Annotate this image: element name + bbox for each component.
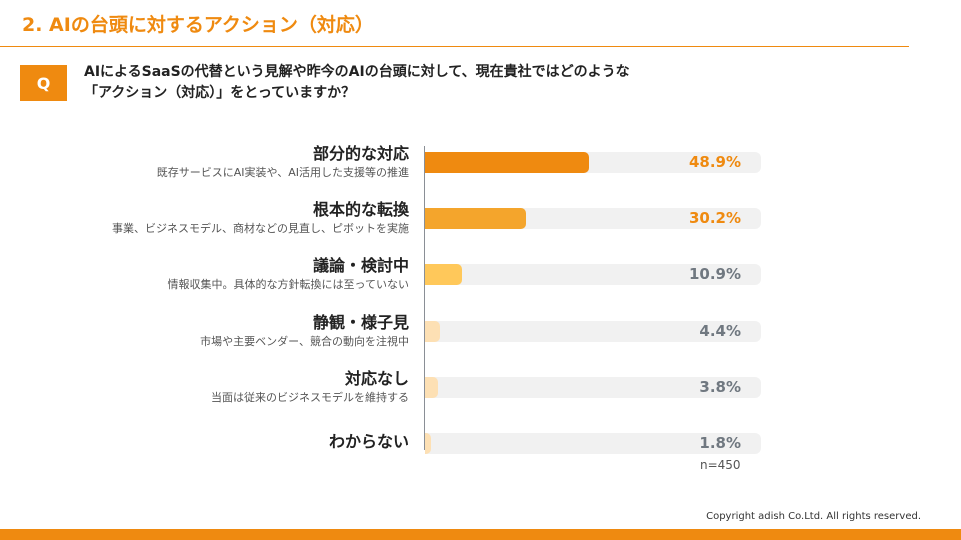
- slide-title: 2. AIの台頭に対するアクション（対応）: [22, 14, 374, 36]
- category-label: 静観・様子見市場や主要ベンダー、競合の動向を注視中: [9, 313, 409, 350]
- question-line-2: 「アクション（対応）」をとっていますか？: [84, 85, 356, 101]
- question-text: AIによるSaaSの代替という見解や昨今のAIの台頭に対して、現在貴社ではどのよ…: [84, 62, 784, 104]
- category-description: 事業、ビジネスモデル、商材などの見直し、ピボットを実施: [112, 222, 409, 235]
- bar-track: 4.4%: [425, 321, 761, 342]
- category-description: 当面は従来のビジネスモデルを維持する: [211, 391, 409, 404]
- bar-track: 1.8%: [425, 433, 761, 454]
- category-name: 対応なし: [344, 369, 409, 388]
- bar: [425, 264, 462, 285]
- category-name: 静観・様子見: [312, 313, 409, 332]
- bar-track: 3.8%: [425, 377, 761, 398]
- title-divider: [0, 46, 909, 47]
- category-label: わからない: [9, 432, 409, 452]
- bar-value-label: 1.8%: [699, 434, 741, 452]
- question-badge: Q: [20, 65, 67, 101]
- bar: [425, 321, 440, 342]
- bar-value-label: 3.8%: [699, 378, 741, 396]
- bar-value-label: 10.9%: [688, 265, 741, 283]
- footer-band: [0, 529, 961, 540]
- copyright-text: Copyright adish Co.Ltd. All rights reser…: [706, 511, 921, 522]
- question-line-1: AIによるSaaSの代替という見解や昨今のAIの台頭に対して、現在貴社ではどのよ…: [84, 64, 630, 80]
- category-label: 部分的な対応既存サービスにAI実装や、AI活用した支援等の推進: [9, 144, 409, 181]
- sample-size-label: n=450: [700, 458, 741, 472]
- category-name: 根本的な転換: [312, 200, 409, 219]
- bar-value-label: 4.4%: [699, 322, 741, 340]
- category-label: 対応なし当面は従来のビジネスモデルを維持する: [9, 369, 409, 406]
- bar-track: 30.2%: [425, 208, 761, 229]
- bar-value-label: 30.2%: [688, 209, 741, 227]
- category-description: 既存サービスにAI実装や、AI活用した支援等の推進: [156, 166, 409, 179]
- bar: [425, 433, 431, 454]
- chart-axis-line: [424, 146, 425, 450]
- category-name: 議論・検討中: [312, 256, 409, 275]
- bar-value-label: 48.9%: [688, 153, 741, 171]
- category-name: 部分的な対応: [312, 144, 409, 163]
- category-name: わからない: [328, 432, 409, 451]
- category-description: 市場や主要ベンダー、競合の動向を注視中: [200, 335, 409, 348]
- category-label: 根本的な転換事業、ビジネスモデル、商材などの見直し、ピボットを実施: [9, 200, 409, 237]
- bar: [425, 208, 526, 229]
- bar: [425, 152, 589, 173]
- bar: [425, 377, 438, 398]
- category-label: 議論・検討中情報収集中。具体的な方針転換には至っていない: [9, 256, 409, 293]
- bar-track: 10.9%: [425, 264, 761, 285]
- category-description: 情報収集中。具体的な方針転換には至っていない: [167, 278, 409, 291]
- bar-track: 48.9%: [425, 152, 761, 173]
